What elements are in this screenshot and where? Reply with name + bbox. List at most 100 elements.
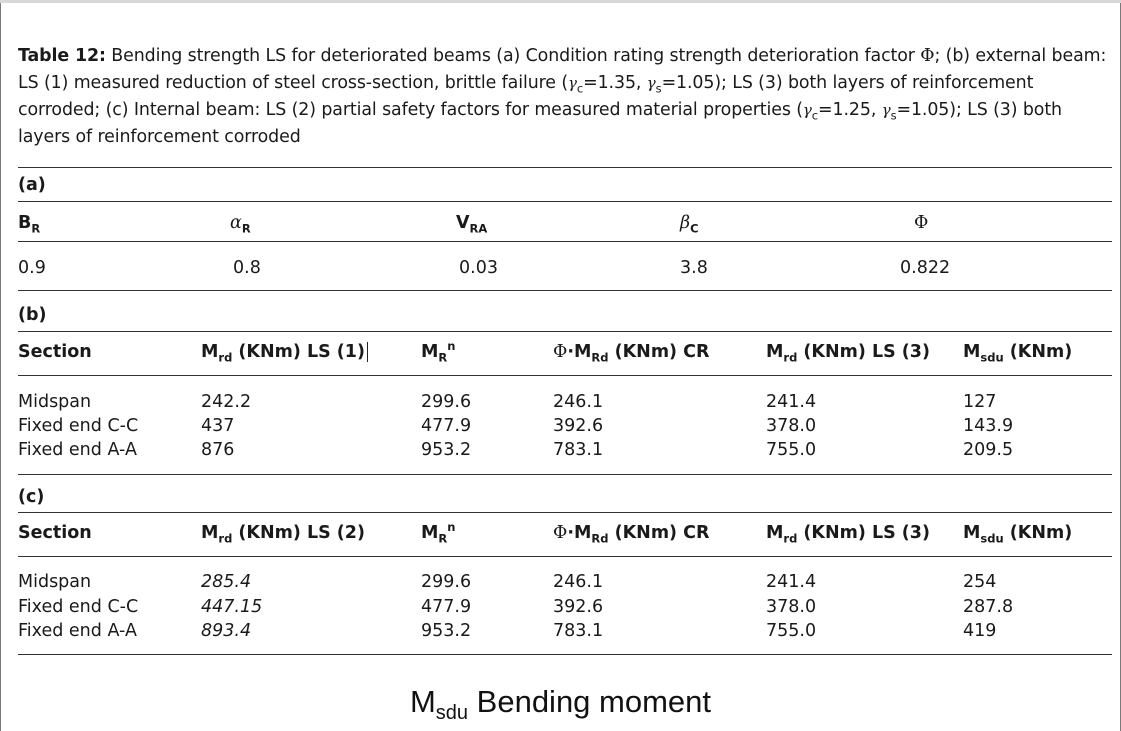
cell-mrn: 477.9 [421, 416, 472, 436]
cell-section: Fixed end A-A [18, 621, 137, 641]
cell-mrd: 447.15 [201, 597, 263, 617]
value-beta-c: 3.8 [680, 258, 708, 278]
table-row: Midspan 242.2 299.6 246.1 241.4 127 [18, 389, 1112, 415]
table-row: Fixed end C-C 447.15 477.9 392.6 378.0 2… [18, 594, 1112, 620]
cell-msdu: 254 [963, 572, 997, 592]
cell-phi-mrd: 783.1 [553, 440, 604, 460]
value-br: 0.9 [18, 258, 46, 278]
cell-msdu: 143.9 [963, 416, 1014, 436]
cell-mrd-ls3: 241.4 [766, 572, 817, 592]
cell-mrd: 893.4 [201, 621, 252, 641]
section-c-header-row: Section Mrd (KNm) LS (2) MRn Φ·MRd (KNm)… [18, 520, 1112, 546]
header-mrd-ls3: Mrd (KNm) LS (3) [766, 523, 930, 546]
header-phi: Φ [914, 213, 929, 233]
header-section: Section [18, 342, 92, 362]
table-row: Fixed end A-A 893.4 953.2 783.1 755.0 41… [18, 618, 1112, 644]
rule [18, 474, 1112, 475]
figure-footer-label: Msdu Bending moment [0, 682, 1121, 725]
rule [18, 167, 1112, 168]
section-a-header-row: BR αR VRA βC Φ [18, 210, 1112, 236]
cell-section: Midspan [18, 392, 92, 412]
top-border [0, 0, 1121, 3]
cell-section: Fixed end C-C [18, 416, 139, 436]
cell-mrn: 953.2 [421, 440, 472, 460]
table-row: Midspan 285.4 299.6 246.1 241.4 254 [18, 569, 1112, 595]
section-b-label: (b) [18, 305, 47, 325]
caption-gamma-c-2: γ [802, 101, 812, 119]
cell-mrn: 299.6 [421, 392, 472, 412]
table-caption: Table 12: Bending strength LS for deteri… [18, 43, 1110, 151]
cell-mrd-ls3: 241.4 [766, 392, 817, 412]
cell-phi-mrd: 783.1 [553, 621, 604, 641]
caption-gamma-s-val-c: =1.05); LS (3) both layers of reinforcem… [18, 100, 1062, 147]
caption-gamma-c-val-b: =1.35, [583, 73, 647, 93]
cell-mrn: 299.6 [421, 572, 472, 592]
cell-section: Fixed end C-C [18, 597, 139, 617]
cell-mrd-ls3: 378.0 [766, 597, 817, 617]
cell-phi-mrd: 392.6 [553, 597, 604, 617]
cell-mrd-ls3: 755.0 [766, 621, 817, 641]
caption-label: Table 12: [18, 46, 106, 66]
cell-mrd: 876 [201, 440, 235, 460]
section-a-values-row: 0.9 0.8 0.03 3.8 0.822 [18, 255, 1112, 281]
caption-gamma-s-2: γ [881, 101, 891, 119]
caption-gamma-c-sub: c [576, 81, 584, 96]
value-vra: 0.03 [459, 258, 498, 278]
cell-phi-mrd: 246.1 [553, 572, 604, 592]
header-phi-mrd-cr: Φ·MRd (KNm) CR [553, 342, 710, 365]
caption-text-1: Bending strength LS for deteriorated bea… [105, 46, 921, 66]
caption-gamma-s-sub-2: s [890, 108, 897, 123]
header-mr-n: MRn [421, 520, 456, 546]
header-section: Section [18, 523, 92, 543]
header-mrd-ls3: Mrd (KNm) LS (3) [766, 342, 930, 365]
rule [18, 331, 1112, 332]
rule [18, 241, 1112, 242]
cell-msdu: 127 [963, 392, 997, 412]
header-br: BR [18, 213, 41, 236]
rule [18, 290, 1112, 291]
cell-msdu: 209.5 [963, 440, 1014, 460]
cell-mrn: 953.2 [421, 621, 472, 641]
rule [18, 201, 1112, 202]
caption-gamma-c-val-c: =1.25, [818, 100, 882, 120]
footer-sub: sdu [435, 702, 469, 725]
caption-gamma-c: γ [568, 74, 577, 92]
cell-mrd: 285.4 [201, 572, 252, 592]
cell-section: Fixed end A-A [18, 440, 137, 460]
header-vra: VRA [456, 213, 488, 236]
value-phi: 0.822 [900, 258, 951, 278]
header-mrd-ls1: Mrd (KNm) LS (1) [201, 339, 368, 365]
section-a-label-row: (a) [18, 172, 1112, 198]
caption-gamma-s-sub: s [655, 81, 662, 96]
caption-phi: Φ [920, 46, 935, 66]
caption-gamma-c-sub-2: c [811, 108, 819, 123]
header-mr-n: MRn [421, 339, 456, 365]
header-beta-c: βC [680, 213, 699, 236]
footer-main: M [409, 684, 436, 719]
text-cursor [366, 342, 368, 362]
cell-msdu: 287.8 [963, 597, 1014, 617]
rule [18, 375, 1112, 376]
header-msdu: Msdu (KNm) [963, 523, 1073, 546]
rule [18, 556, 1112, 557]
cell-section: Midspan [18, 572, 92, 592]
footer-rest: Bending moment [468, 684, 712, 719]
cell-phi-mrd: 392.6 [553, 416, 604, 436]
cell-mrd-ls3: 378.0 [766, 416, 817, 436]
rule [18, 654, 1112, 655]
section-c-label: (c) [18, 487, 45, 507]
header-alpha-r: αR [230, 213, 251, 236]
section-b-label-row: (b) [18, 302, 1112, 328]
value-alpha-r: 0.8 [233, 258, 261, 278]
section-b-header-row: Section Mrd (KNm) LS (1) MRn Φ·MRd (KNm)… [18, 339, 1112, 365]
section-a-label: (a) [18, 175, 46, 195]
cell-mrd: 437 [201, 416, 235, 436]
header-mrd-ls2: Mrd (KNm) LS (2) [201, 523, 365, 546]
caption-gamma-s-val-b: =1.05); LS (3) both layers of reinforcem… [18, 73, 1034, 120]
cell-phi-mrd: 246.1 [553, 392, 604, 412]
cell-mrn: 477.9 [421, 597, 472, 617]
table-row: Fixed end C-C 437 477.9 392.6 378.0 143.… [18, 413, 1112, 439]
table-row: Fixed end A-A 876 953.2 783.1 755.0 209.… [18, 437, 1112, 463]
cell-mrd-ls3: 755.0 [766, 440, 817, 460]
caption-gamma-s: γ [646, 74, 656, 92]
